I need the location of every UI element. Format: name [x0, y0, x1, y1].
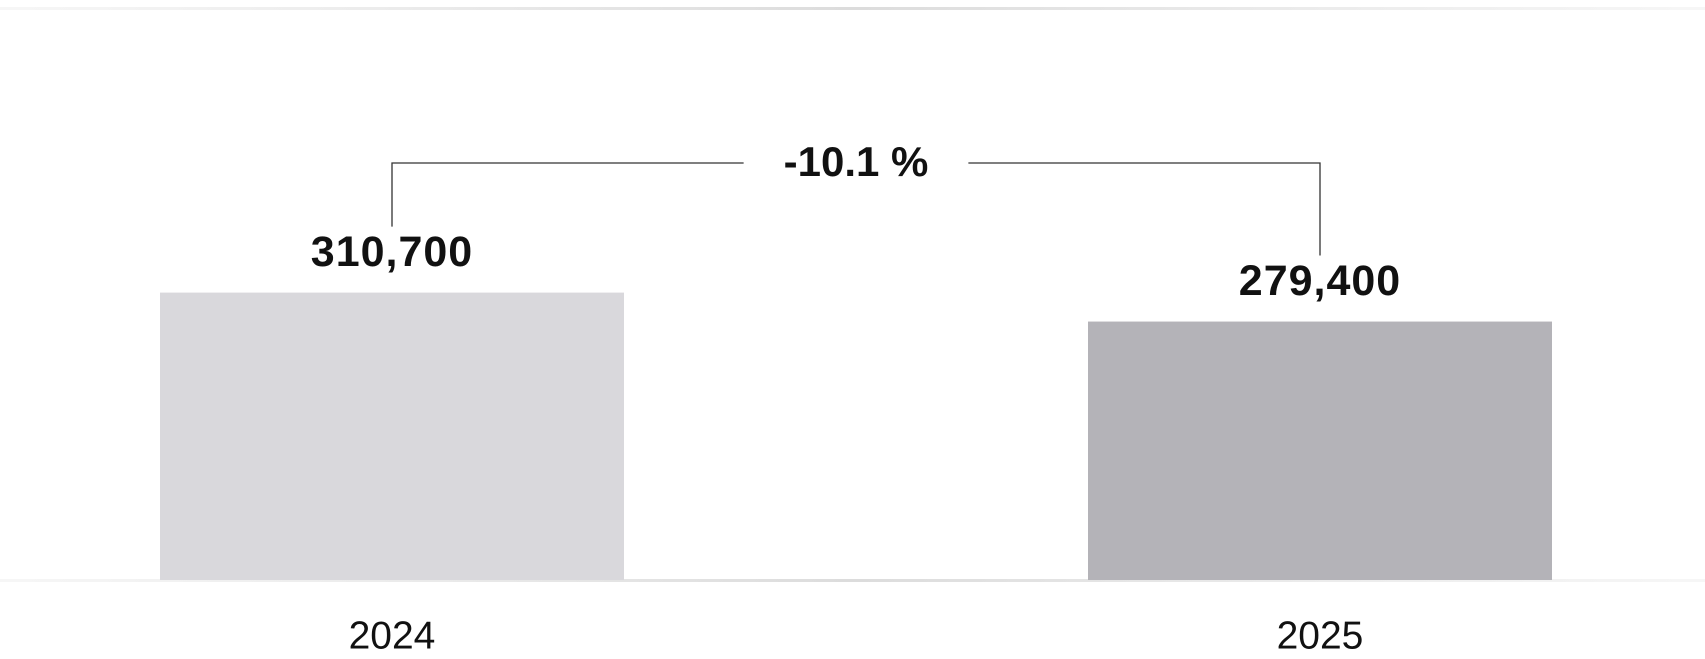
top-rule	[0, 7, 1705, 10]
value-label: 310,700	[311, 228, 473, 276]
bracket	[968, 162, 1321, 256]
bracket	[391, 162, 744, 227]
x-tick-label: 2025	[1277, 614, 1364, 657]
x-tick-label: 2024	[349, 614, 436, 657]
baseline	[0, 579, 1705, 582]
value-label: 279,400	[1239, 257, 1401, 305]
bar	[160, 292, 624, 580]
change-annotation: -10.1 %	[784, 138, 929, 185]
bar	[1088, 321, 1552, 580]
